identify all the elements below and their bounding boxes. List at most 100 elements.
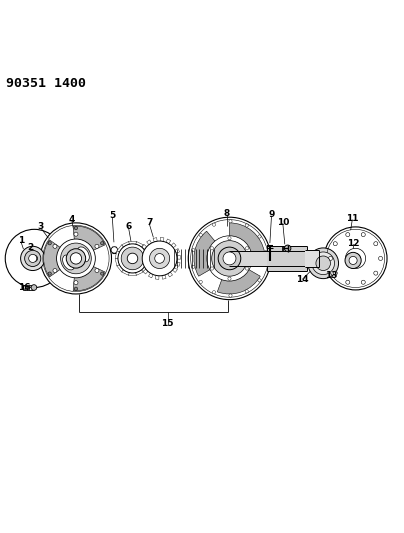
Wedge shape — [73, 226, 105, 252]
Circle shape — [228, 237, 231, 240]
Circle shape — [324, 227, 387, 290]
Wedge shape — [73, 265, 105, 290]
Polygon shape — [122, 270, 129, 276]
Circle shape — [213, 223, 216, 226]
Circle shape — [210, 267, 214, 270]
Circle shape — [333, 271, 337, 275]
Circle shape — [265, 263, 268, 266]
Circle shape — [138, 237, 181, 280]
Circle shape — [345, 248, 366, 269]
Text: 15: 15 — [162, 319, 174, 328]
Polygon shape — [136, 241, 143, 247]
Circle shape — [188, 217, 271, 300]
Circle shape — [328, 256, 332, 261]
Polygon shape — [128, 272, 137, 276]
Circle shape — [74, 287, 78, 290]
Circle shape — [212, 240, 247, 276]
Circle shape — [258, 235, 261, 238]
Circle shape — [48, 241, 51, 245]
Text: 7: 7 — [146, 219, 153, 228]
Circle shape — [40, 223, 112, 294]
Polygon shape — [142, 244, 147, 249]
Polygon shape — [177, 255, 181, 259]
Circle shape — [70, 253, 82, 264]
Polygon shape — [141, 265, 148, 272]
Circle shape — [127, 253, 138, 264]
Circle shape — [121, 247, 144, 270]
Circle shape — [74, 281, 78, 285]
Circle shape — [149, 248, 170, 269]
Text: 9: 9 — [268, 211, 275, 219]
Polygon shape — [168, 272, 173, 277]
Circle shape — [53, 244, 57, 248]
Text: 13: 13 — [325, 271, 337, 280]
Circle shape — [345, 252, 361, 269]
Polygon shape — [145, 251, 150, 259]
Circle shape — [29, 254, 37, 262]
Circle shape — [258, 279, 261, 282]
Circle shape — [74, 227, 78, 230]
Circle shape — [228, 277, 231, 280]
Polygon shape — [117, 265, 124, 272]
Polygon shape — [140, 264, 144, 268]
Polygon shape — [155, 276, 159, 279]
Circle shape — [218, 247, 241, 270]
Polygon shape — [122, 241, 129, 247]
Polygon shape — [115, 251, 120, 259]
Polygon shape — [141, 245, 148, 252]
Text: 8: 8 — [224, 209, 230, 217]
Circle shape — [265, 251, 268, 254]
Circle shape — [213, 290, 216, 294]
Circle shape — [349, 256, 357, 264]
Circle shape — [142, 241, 177, 276]
Circle shape — [316, 256, 330, 271]
Text: 16: 16 — [18, 283, 30, 292]
Circle shape — [374, 271, 378, 275]
Circle shape — [95, 269, 99, 272]
Circle shape — [361, 280, 365, 284]
Text: 6: 6 — [125, 222, 132, 231]
Circle shape — [101, 272, 104, 275]
Circle shape — [5, 229, 63, 287]
Circle shape — [155, 254, 164, 263]
Circle shape — [379, 256, 383, 261]
Wedge shape — [194, 231, 217, 276]
Circle shape — [61, 243, 91, 274]
Circle shape — [210, 247, 214, 250]
Circle shape — [53, 269, 57, 272]
Circle shape — [229, 220, 232, 223]
Circle shape — [199, 233, 202, 237]
Circle shape — [95, 244, 99, 248]
Polygon shape — [128, 241, 137, 244]
Circle shape — [361, 232, 365, 237]
Text: 4: 4 — [69, 215, 75, 224]
Circle shape — [29, 253, 40, 264]
Circle shape — [31, 285, 37, 290]
Text: 14: 14 — [296, 275, 309, 284]
Ellipse shape — [77, 247, 89, 262]
Circle shape — [374, 241, 378, 246]
Polygon shape — [145, 259, 150, 266]
Polygon shape — [139, 251, 143, 255]
Circle shape — [333, 241, 337, 246]
Circle shape — [21, 246, 45, 271]
Text: 12: 12 — [347, 239, 360, 247]
Polygon shape — [171, 243, 176, 248]
Polygon shape — [147, 240, 152, 245]
Text: 90351 1400: 90351 1400 — [6, 77, 86, 90]
Circle shape — [111, 247, 118, 253]
Circle shape — [351, 254, 360, 263]
Circle shape — [207, 236, 252, 281]
Circle shape — [308, 248, 339, 279]
Circle shape — [312, 252, 335, 274]
Circle shape — [118, 244, 147, 273]
Polygon shape — [173, 268, 177, 272]
Circle shape — [66, 249, 86, 268]
Polygon shape — [153, 238, 157, 242]
Wedge shape — [229, 223, 265, 255]
Polygon shape — [115, 259, 120, 266]
Circle shape — [346, 280, 350, 284]
Text: 3: 3 — [37, 222, 44, 231]
Text: 11: 11 — [346, 214, 358, 222]
Circle shape — [31, 255, 38, 262]
